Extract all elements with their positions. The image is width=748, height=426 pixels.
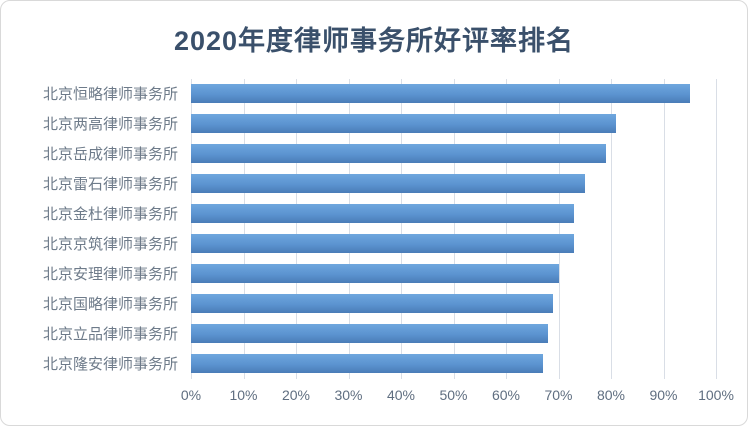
bar-row: [191, 79, 716, 109]
gridline: [401, 79, 402, 379]
gridline: [663, 79, 665, 379]
bar: [191, 144, 606, 164]
bar: [191, 263, 559, 283]
gridline: [296, 79, 297, 379]
gridline: [348, 79, 350, 379]
bar-row: [191, 109, 716, 139]
x-tick-label: 60%: [491, 387, 521, 403]
category-label: 北京隆安律师事务所: [42, 355, 178, 373]
gridline: [716, 79, 717, 379]
bar: [191, 323, 548, 343]
gridline: [558, 79, 560, 379]
bar-row: [191, 348, 716, 378]
x-tick-label: 100%: [698, 387, 734, 403]
bar-row: [191, 169, 716, 199]
x-axis-labels: 0% 10% 20% 30% 40% 50% 60% 70% 80% 90% 100%: [181, 387, 734, 407]
bar-series: [191, 79, 716, 378]
plot-area: [191, 79, 717, 379]
bar: [191, 84, 690, 104]
gridline: [611, 79, 612, 379]
bar-row: [191, 229, 716, 259]
bar: [191, 204, 575, 224]
category-label: 北京金杜律师事务所: [42, 206, 178, 224]
category-label: 北京立品律师事务所: [42, 325, 178, 343]
bar-row: [191, 288, 716, 318]
x-tick-label: 20%: [281, 387, 311, 403]
category-label: 北京安理律师事务所: [42, 265, 178, 283]
chart-title: 2020年度律师事务所好评率排名: [173, 26, 575, 56]
x-tick-label: 90%: [649, 387, 678, 403]
bar: [191, 233, 575, 253]
x-tick-label: 0%: [180, 387, 202, 403]
bar-row: [191, 139, 716, 169]
bar: [191, 353, 543, 373]
x-tick-label: 30%: [334, 387, 363, 403]
x-tick-label: 40%: [386, 387, 416, 403]
category-label: 北京京筑律师事务所: [42, 235, 178, 253]
bar: [191, 293, 554, 313]
gridline: [453, 79, 455, 379]
x-tick-label: 70%: [544, 387, 573, 403]
category-label: 北京岳成律师事务所: [42, 146, 178, 164]
bar-row: [191, 258, 716, 288]
x-tick-label: 50%: [439, 387, 468, 403]
gridline: [506, 79, 507, 379]
category-label: 北京雷石律师事务所: [42, 176, 178, 194]
bar-row: [191, 318, 716, 348]
category-label: 北京恒略律师事务所: [42, 86, 178, 104]
y-axis-labels: 北京恒略律师事务所 北京两高律师事务所 北京岳成律师事务所 北京雷石律师事务所 北京金杜…: [1, 79, 185, 378]
gridline: [243, 79, 245, 379]
bar: [191, 114, 617, 134]
gridline: [191, 79, 192, 379]
bar-row: [191, 199, 716, 229]
x-tick-label: 10%: [229, 387, 258, 403]
bar: [191, 174, 585, 194]
x-tick-label: 80%: [596, 387, 626, 403]
category-label: 北京两高律师事务所: [42, 116, 178, 134]
category-label: 北京国略律师事务所: [42, 295, 178, 313]
